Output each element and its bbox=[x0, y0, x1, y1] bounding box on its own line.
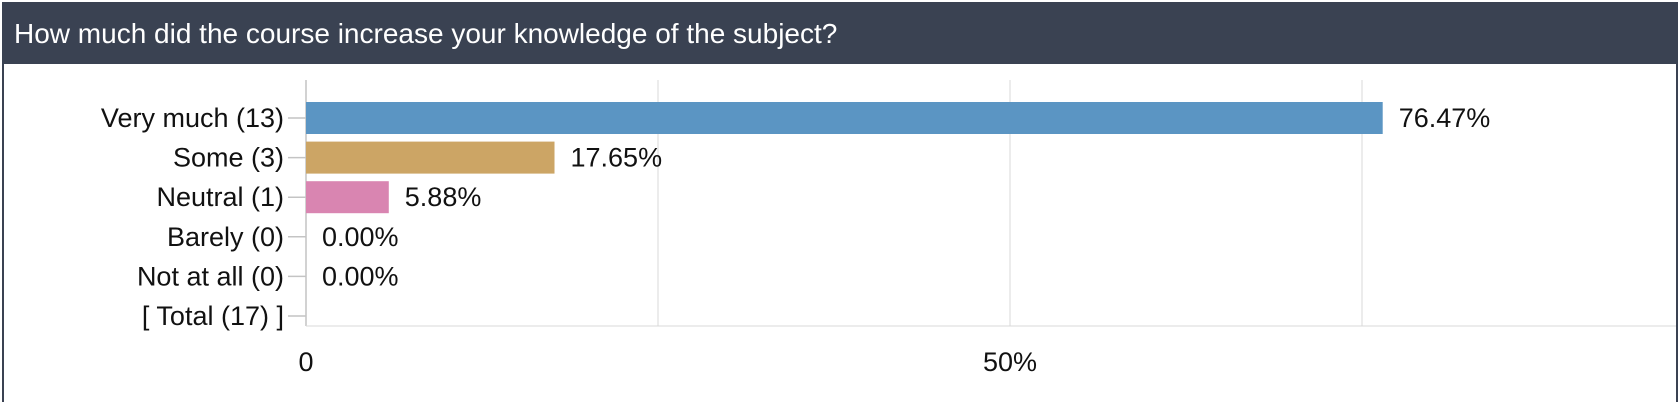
category-label: Not at all (0) bbox=[137, 261, 284, 291]
question-header: How much did the course increase your kn… bbox=[4, 4, 1676, 64]
value-label: 5.88% bbox=[405, 182, 482, 212]
bar bbox=[306, 102, 1383, 134]
bar bbox=[306, 181, 389, 214]
category-label: [ Total (17) ] bbox=[142, 301, 284, 331]
category-label: Neutral (1) bbox=[156, 182, 284, 212]
category-label: Some (3) bbox=[173, 143, 284, 173]
bar bbox=[306, 141, 555, 174]
value-label: 76.47% bbox=[1399, 103, 1491, 133]
x-tick-label: 50% bbox=[983, 347, 1037, 377]
category-label: Very much (13) bbox=[101, 103, 284, 133]
bar-chart: 0 50% Very much (13) 76.47% Some (3) 17.65% Ne… bbox=[101, 80, 1676, 377]
category-label: Barely (0) bbox=[167, 222, 284, 252]
value-label: 0.00% bbox=[322, 222, 399, 252]
x-tick-label: 0 bbox=[298, 347, 313, 377]
value-label: 0.00% bbox=[322, 261, 399, 291]
value-label: 17.65% bbox=[571, 143, 663, 173]
question-title: How much did the course increase your kn… bbox=[14, 18, 838, 49]
